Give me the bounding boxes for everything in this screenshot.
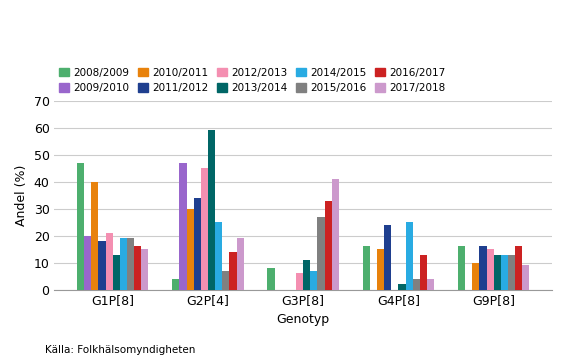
Bar xyxy=(479,247,486,290)
Bar xyxy=(458,247,465,290)
Bar xyxy=(427,279,434,290)
Bar xyxy=(420,255,427,290)
Bar xyxy=(194,198,201,290)
Legend: 2008/2009, 2009/2010, 2010/2011, 2011/2012, 2012/2013, 2013/2014, 2014/2015, 201: 2008/2009, 2009/2010, 2010/2011, 2011/20… xyxy=(54,64,450,97)
Bar xyxy=(134,247,141,290)
Bar xyxy=(399,284,405,290)
Bar xyxy=(310,271,318,290)
Bar xyxy=(363,247,370,290)
Bar xyxy=(215,222,222,290)
Bar xyxy=(486,249,494,290)
Bar xyxy=(332,179,339,290)
Bar xyxy=(99,241,105,290)
Bar xyxy=(384,225,391,290)
Bar xyxy=(318,217,325,290)
Bar xyxy=(105,233,113,290)
Bar xyxy=(208,130,215,290)
Bar xyxy=(113,255,120,290)
Bar xyxy=(325,201,332,290)
Bar xyxy=(508,255,515,290)
Bar xyxy=(84,236,91,290)
Text: Källa: Folkhälsomyndigheten: Källa: Folkhälsomyndigheten xyxy=(45,345,196,355)
Bar xyxy=(222,271,230,290)
Bar xyxy=(494,255,501,290)
Bar xyxy=(120,238,127,290)
Bar xyxy=(187,209,194,290)
Y-axis label: Andel (%): Andel (%) xyxy=(15,164,28,226)
Bar xyxy=(127,238,134,290)
Bar xyxy=(77,163,84,290)
Bar xyxy=(201,168,208,290)
Bar xyxy=(501,255,508,290)
Bar xyxy=(296,274,303,290)
X-axis label: Genotyp: Genotyp xyxy=(277,313,330,326)
Bar xyxy=(236,238,244,290)
Bar xyxy=(377,249,384,290)
Bar xyxy=(172,279,179,290)
Bar xyxy=(522,265,530,290)
Bar xyxy=(515,247,522,290)
Bar xyxy=(230,252,236,290)
Bar xyxy=(405,222,413,290)
Bar xyxy=(141,249,149,290)
Bar xyxy=(413,279,420,290)
Bar xyxy=(268,268,274,290)
Bar xyxy=(91,182,99,290)
Bar xyxy=(179,163,187,290)
Bar xyxy=(472,263,479,290)
Bar xyxy=(303,260,310,290)
